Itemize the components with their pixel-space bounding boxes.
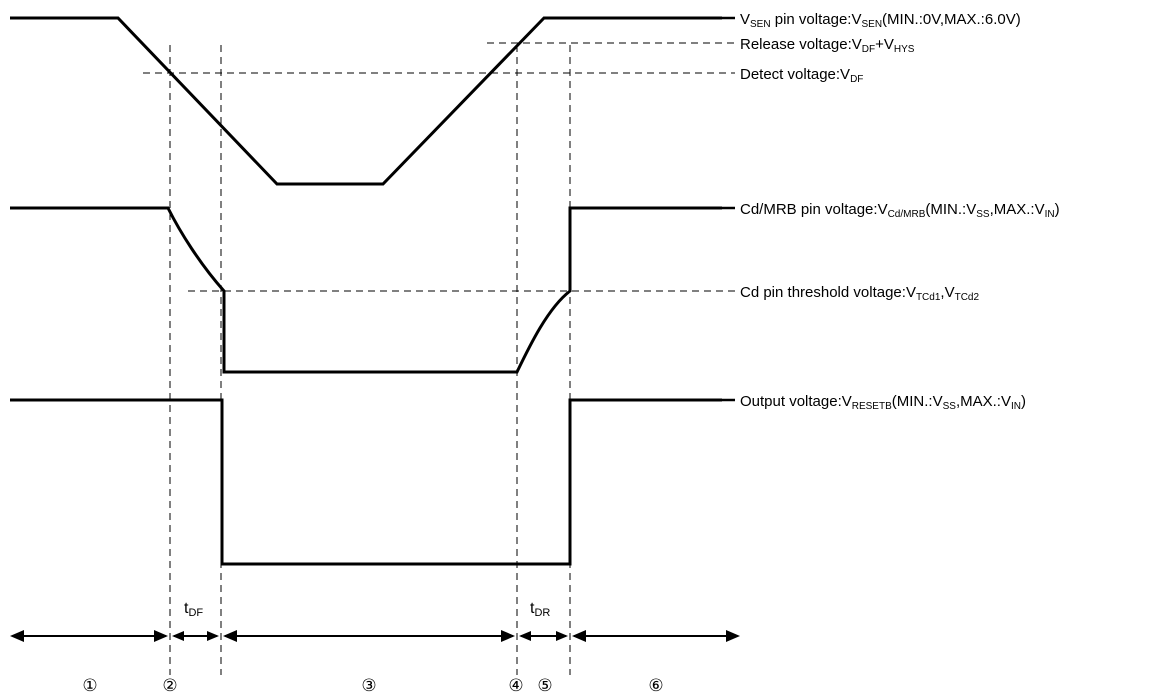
cdmrb-waveform xyxy=(10,206,722,374)
period-label-5: ⑤ xyxy=(537,676,552,695)
period-arrow-6 xyxy=(572,630,740,642)
tdr-label: tDR xyxy=(530,600,550,619)
vsen-waveform xyxy=(10,16,722,186)
period-label-2: ② xyxy=(162,676,177,695)
period-arrow-1 xyxy=(10,630,168,642)
output-waveform xyxy=(10,398,722,566)
period-label-1: ① xyxy=(82,676,97,695)
period-arrow-2 xyxy=(172,631,219,641)
cd-threshold-label: Cd pin threshold voltage:VTCd1,VTCd2 xyxy=(740,284,979,303)
cdmrb-label: Cd/MRB pin voltage:VCd/MRB(MIN.:VSS,MAX.… xyxy=(740,201,1060,220)
period-label-4: ④ xyxy=(508,676,523,695)
tdf-label: tDF xyxy=(184,600,203,619)
period-arrow-5 xyxy=(519,631,568,641)
period-label-3: ③ xyxy=(361,676,376,695)
release-voltage-label: Release voltage:VDF+VHYS xyxy=(740,36,915,55)
output-voltage-label: Output voltage:VRESETB(MIN.:VSS,MAX.:VIN… xyxy=(740,393,1026,412)
vsen-label: VSEN pin voltage:VSEN(MIN.:0V,MAX.:6.0V) xyxy=(740,11,1021,30)
detect-voltage-label: Detect voltage:VDF xyxy=(740,66,863,85)
period-arrow-3 xyxy=(223,630,515,642)
period-label-6: ⑥ xyxy=(648,676,663,695)
